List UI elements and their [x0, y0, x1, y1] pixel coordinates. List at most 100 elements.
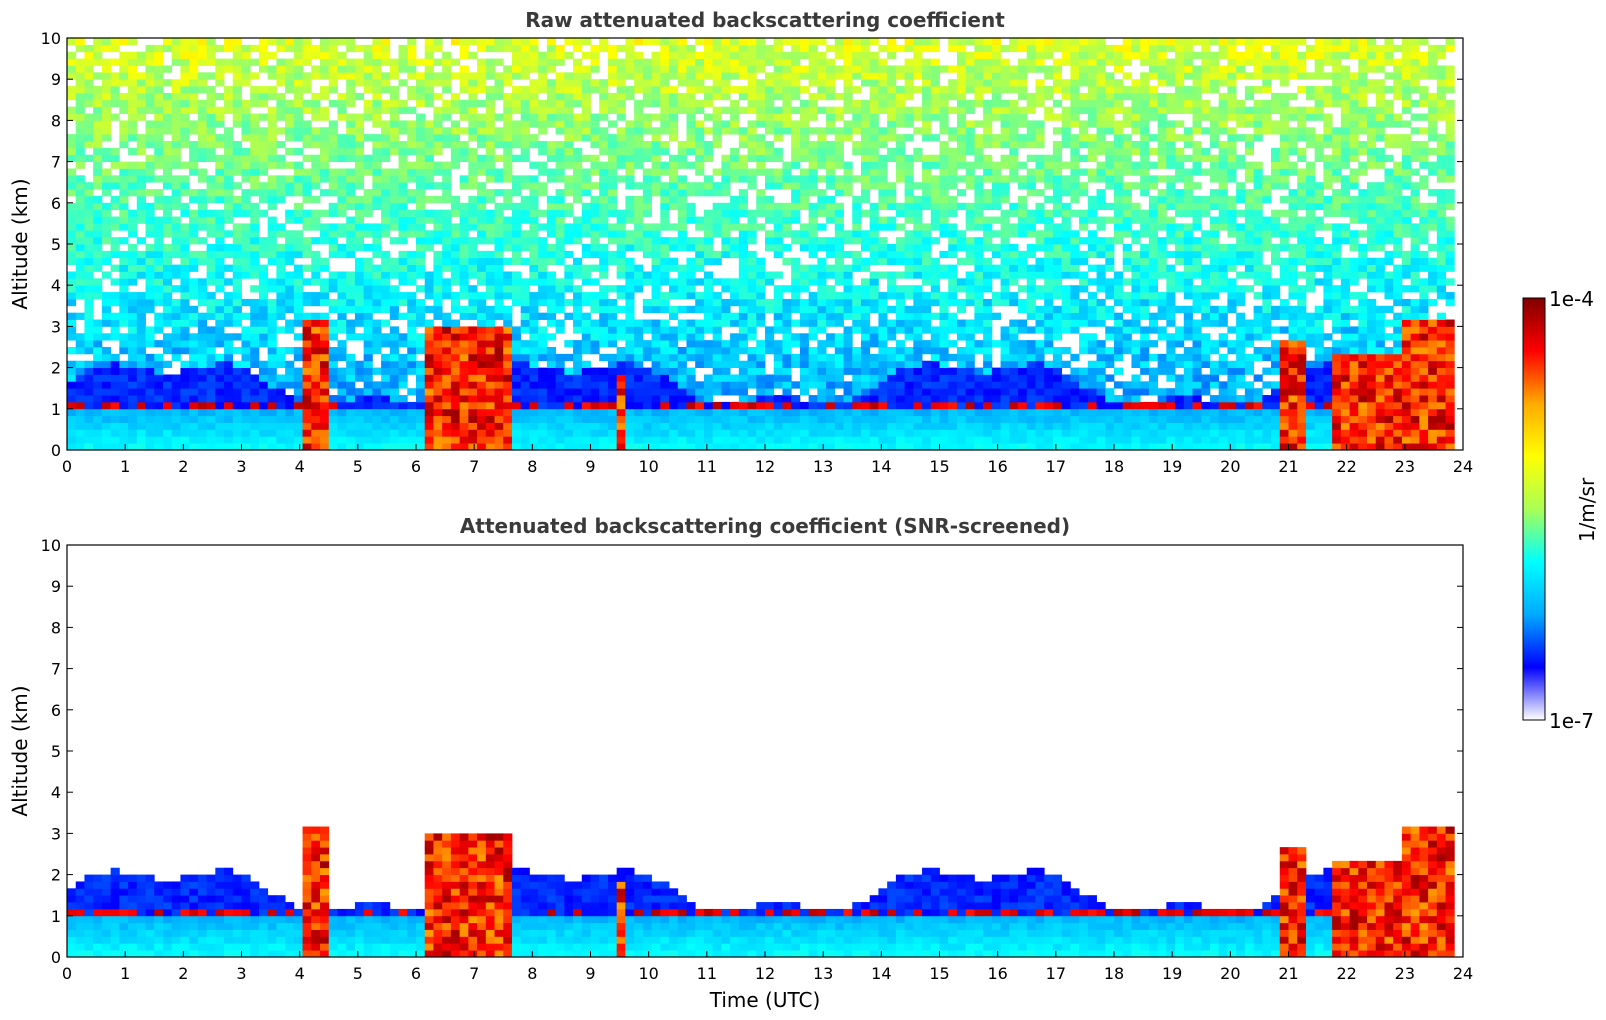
heatmap-cell: [84, 408, 94, 417]
heatmap-cell: [477, 298, 487, 307]
heatmap-cell: [782, 127, 792, 135]
heatmap-cell: [363, 305, 373, 314]
heatmap-cell: [834, 292, 844, 300]
heatmap-cell: [442, 209, 452, 217]
heatmap-cell: [782, 367, 792, 375]
heatmap-cell: [529, 106, 539, 114]
heatmap-cell: [721, 182, 731, 190]
heatmap-cell: [712, 168, 722, 176]
heatmap-cell: [84, 195, 94, 204]
heatmap-cell: [922, 340, 932, 348]
heatmap-cell: [887, 134, 897, 142]
heatmap-cell: [197, 113, 208, 121]
heatmap-cell: [276, 429, 286, 437]
heatmap-cell: [267, 285, 277, 293]
heatmap-cell: [110, 401, 120, 410]
heatmap-cell: [616, 127, 626, 135]
heatmap-cell: [442, 374, 452, 382]
heatmap-cell: [538, 292, 548, 300]
heatmap-cell: [93, 333, 103, 341]
heatmap-cell: [843, 99, 853, 108]
heatmap-cell: [389, 298, 399, 307]
heatmap-cell: [433, 401, 443, 410]
heatmap-cell: [773, 65, 783, 73]
heatmap-cell: [791, 58, 801, 66]
heatmap-cell: [346, 113, 356, 121]
heatmap-cell: [293, 161, 303, 169]
heatmap-cell: [511, 209, 522, 217]
heatmap-cell: [424, 292, 434, 300]
heatmap-cell: [241, 189, 251, 197]
heatmap-cell: [756, 360, 766, 368]
heatmap-cell: [67, 92, 77, 101]
heatmap-cell: [913, 271, 923, 279]
heatmap-cell: [922, 189, 932, 197]
heatmap-cell: [258, 86, 269, 94]
heatmap-cell: [433, 230, 443, 238]
heatmap-cell: [887, 189, 897, 197]
heatmap-cell: [546, 58, 557, 66]
heatmap-cell: [782, 216, 792, 224]
heatmap-cell: [119, 264, 129, 272]
heatmap-cell: [363, 292, 373, 300]
heatmap-cell: [241, 154, 251, 162]
heatmap-cell: [511, 120, 522, 128]
heatmap-cell: [302, 401, 312, 410]
heatmap-cell: [119, 120, 129, 128]
heatmap-cell: [599, 395, 609, 403]
heatmap-cell: [128, 408, 138, 417]
heatmap-cell: [817, 422, 827, 430]
heatmap-cell: [250, 154, 260, 162]
heatmap-cell: [136, 250, 146, 259]
heatmap-cell: [564, 147, 574, 156]
heatmap-cell: [75, 340, 85, 348]
heatmap-cell: [651, 415, 661, 423]
heatmap-cell: [895, 161, 906, 169]
heatmap-cell: [485, 147, 495, 156]
heatmap-cell: [372, 367, 382, 375]
heatmap-cell: [634, 161, 644, 169]
heatmap-cell: [607, 154, 618, 162]
heatmap-cell: [869, 175, 879, 183]
heatmap-cell: [529, 195, 539, 204]
heatmap-cell: [817, 264, 827, 272]
heatmap-cell: [756, 189, 766, 197]
heatmap-cell: [206, 86, 216, 94]
heatmap-cell: [128, 415, 138, 423]
heatmap-cell: [703, 51, 714, 59]
heatmap-cell: [730, 319, 740, 327]
heatmap-cell: [930, 429, 940, 437]
heatmap-cell: [128, 264, 138, 272]
heatmap-cell: [860, 79, 871, 87]
heatmap-cell: [328, 237, 338, 245]
heatmap-cell: [84, 264, 94, 272]
heatmap-cell: [407, 106, 417, 114]
heatmap-cell: [136, 175, 146, 183]
heatmap-cell: [267, 223, 277, 231]
heatmap-cell: [922, 347, 932, 355]
heatmap-cell: [904, 367, 914, 375]
heatmap-cell: [197, 312, 208, 320]
heatmap-cell: [860, 340, 871, 348]
heatmap-cell: [424, 271, 434, 279]
heatmap-cell: [75, 182, 85, 190]
heatmap-cell: [250, 347, 260, 355]
heatmap-cell: [398, 202, 408, 211]
heatmap-cell: [625, 58, 635, 66]
heatmap-cell: [84, 367, 94, 375]
heatmap-cell: [250, 161, 260, 169]
heatmap-cell: [189, 408, 199, 417]
heatmap-cell: [529, 51, 539, 59]
heatmap-cell: [494, 250, 504, 259]
heatmap-cell: [616, 388, 626, 396]
heatmap-cell: [843, 120, 853, 128]
heatmap-cell: [791, 141, 801, 149]
heatmap-cell: [573, 99, 583, 108]
heatmap-cell: [154, 340, 164, 348]
heatmap-cell: [791, 257, 801, 265]
heatmap-cell: [712, 415, 722, 423]
heatmap-cell: [930, 209, 940, 217]
heatmap-cell: [311, 340, 321, 348]
heatmap-cell: [84, 223, 94, 231]
heatmap-cell: [695, 436, 705, 444]
